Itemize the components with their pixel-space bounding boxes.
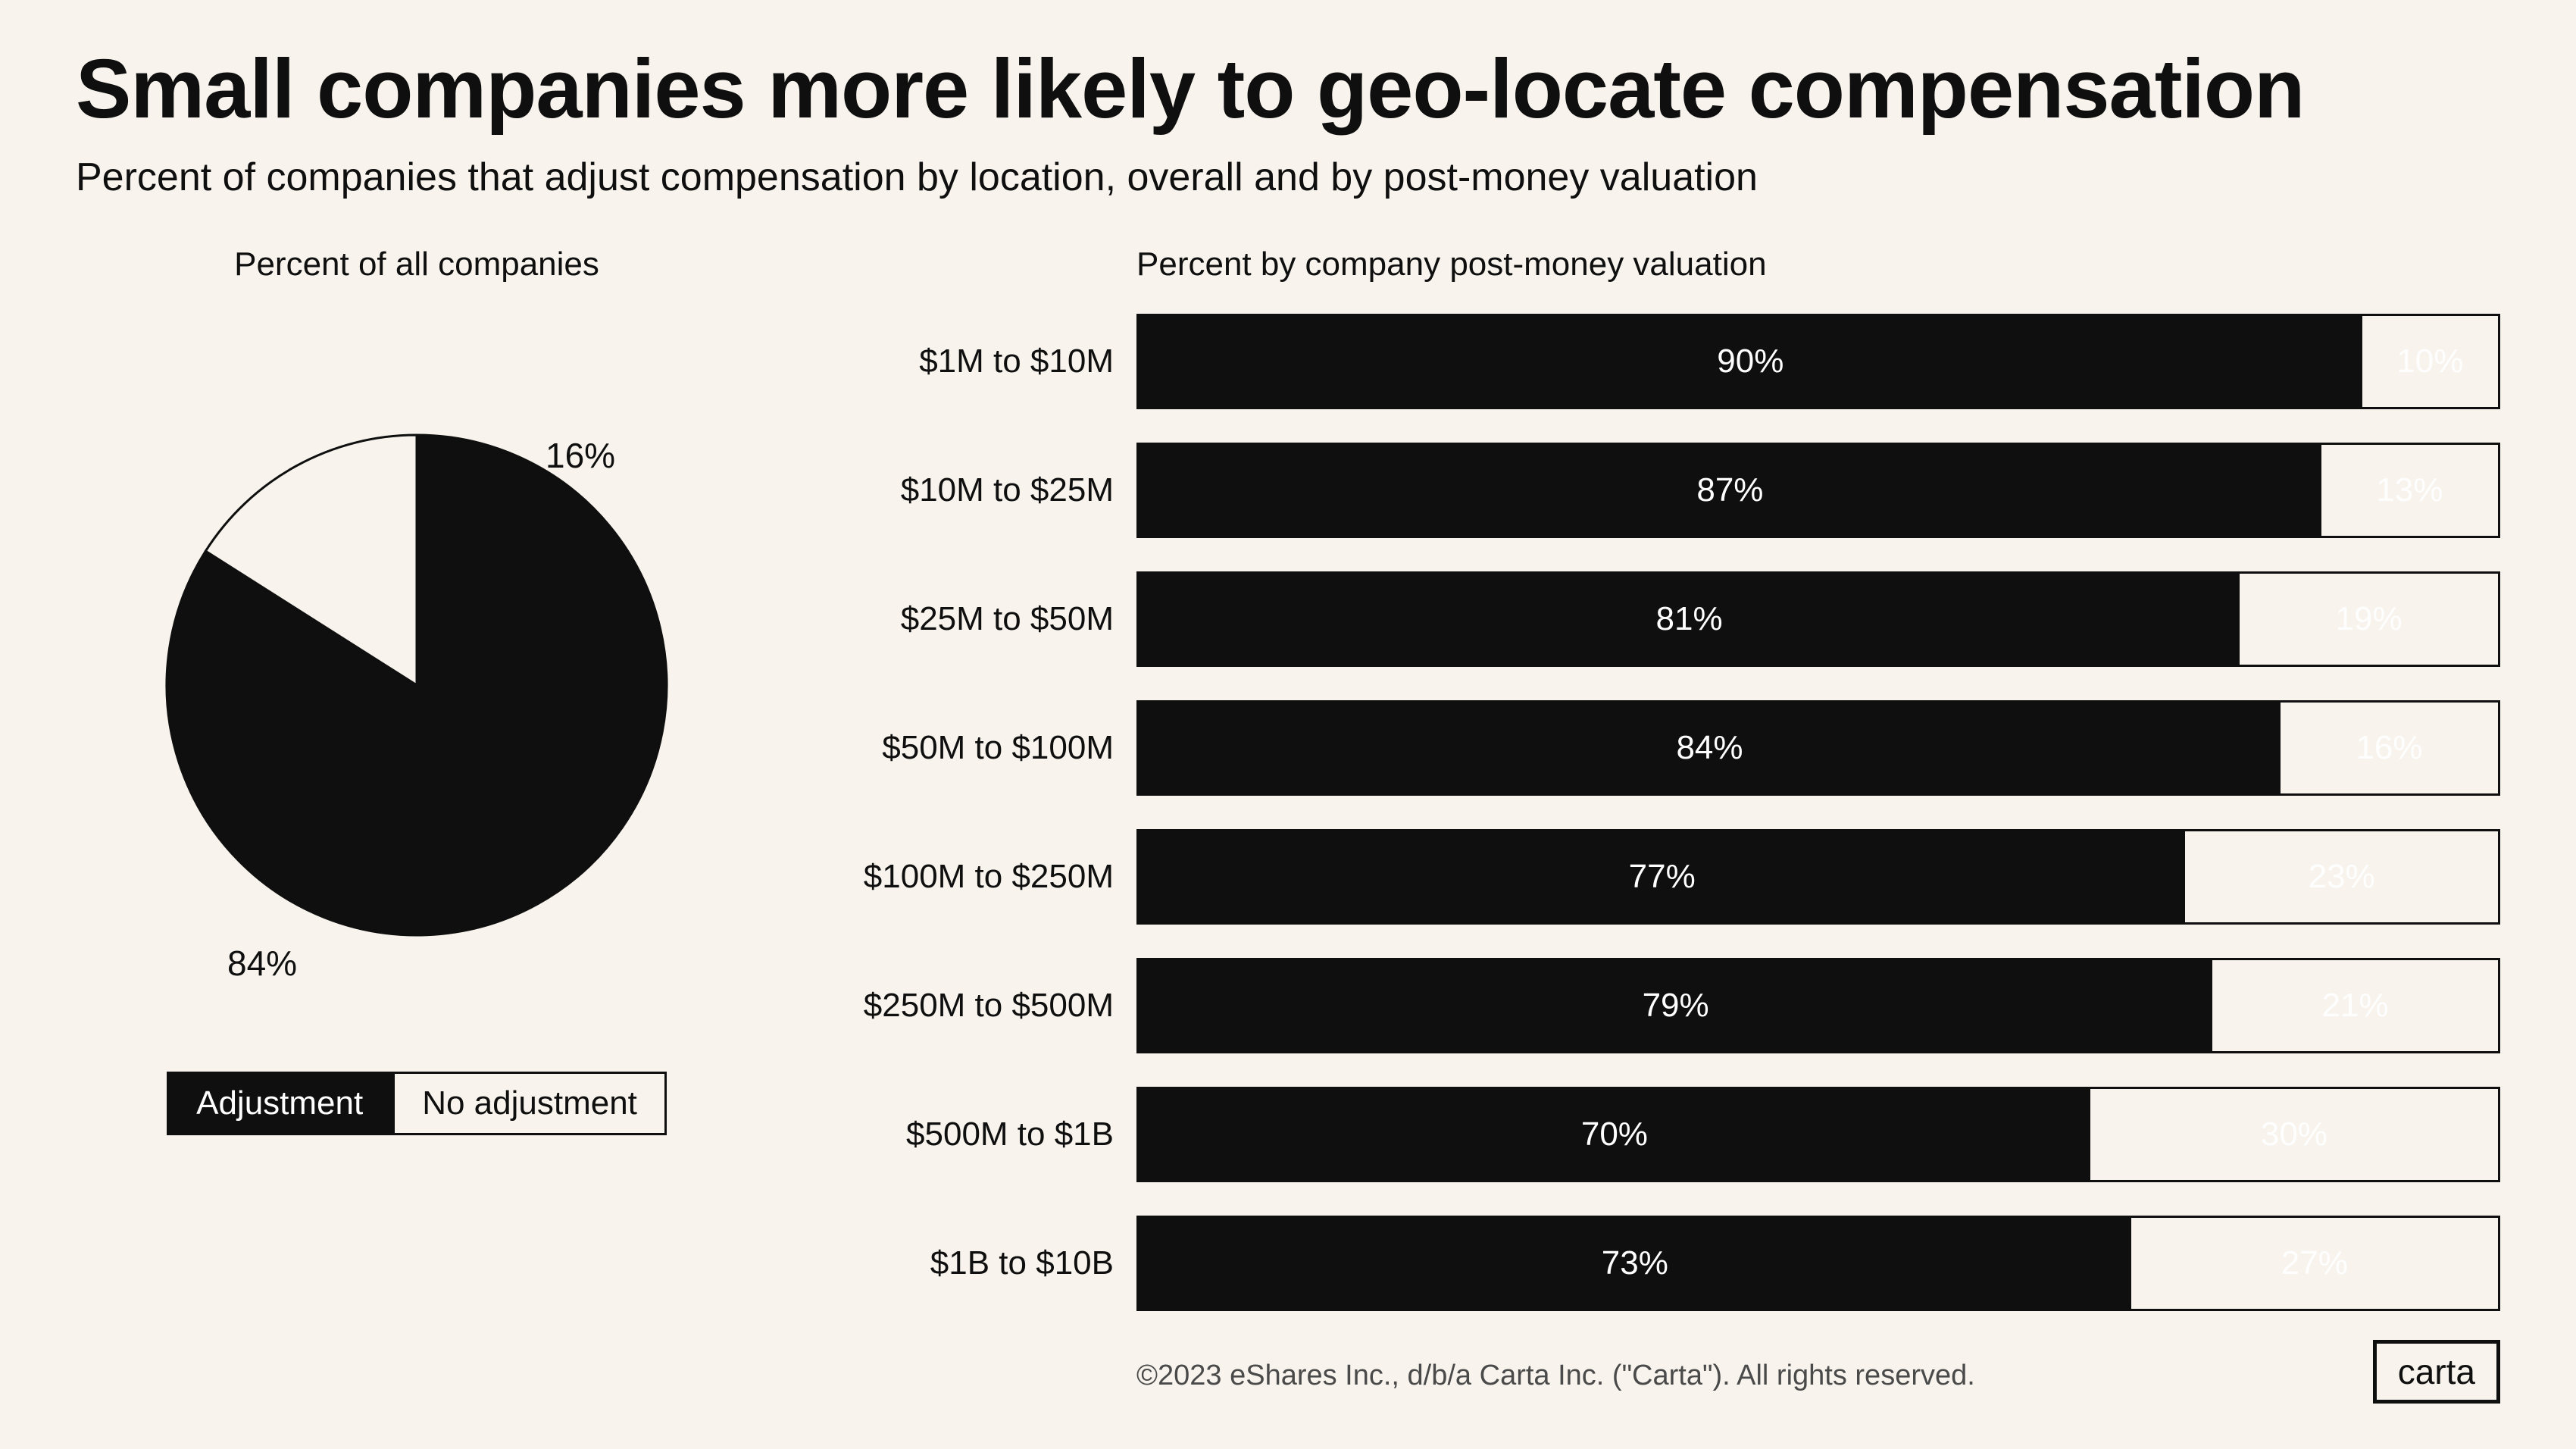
legend-item-no_adjustment: No adjustment <box>392 1072 667 1135</box>
bar-row: $10M to $25M87%13% <box>849 443 2500 538</box>
legend: AdjustmentNo adjustment <box>167 1072 667 1135</box>
bar-track: 84%16% <box>1136 700 2500 796</box>
bar-label: $50M to $100M <box>849 729 1136 767</box>
pie-label-no-adjustment: 16% <box>546 435 615 476</box>
bar-seg-adjustment: 70% <box>1139 1089 2090 1180</box>
bar-seg-no_adjustment: 16% <box>2281 703 2498 793</box>
bar-label: $1B to $10B <box>849 1244 1136 1282</box>
bar-seg-adjustment: 77% <box>1139 831 2185 922</box>
charts-container: Percent of all companies 84% 16% Adjustm… <box>76 246 2500 1392</box>
bar-track: 87%13% <box>1136 443 2500 538</box>
bar-seg-adjustment: 90% <box>1139 316 2362 407</box>
pie-label-adjustment: 84% <box>227 943 297 984</box>
pie-column: Percent of all companies 84% 16% Adjustm… <box>76 246 758 1135</box>
bar-track: 70%30% <box>1136 1087 2500 1182</box>
bar-label: $25M to $50M <box>849 600 1136 638</box>
footnote: ©2023 eShares Inc., d/b/a Carta Inc. ("C… <box>1136 1360 2500 1392</box>
pie-chart <box>152 420 682 950</box>
bar-label: $10M to $25M <box>849 471 1136 509</box>
bar-seg-no_adjustment: 13% <box>2321 445 2498 536</box>
legend-item-adjustment: Adjustment <box>167 1072 392 1135</box>
bar-seg-no_adjustment: 23% <box>2185 831 2498 922</box>
bar-track: 79%21% <box>1136 958 2500 1053</box>
bar-label: $100M to $250M <box>849 858 1136 896</box>
bar-track: 81%19% <box>1136 571 2500 667</box>
bar-seg-adjustment: 73% <box>1139 1218 2131 1309</box>
bar-row: $250M to $500M79%21% <box>849 958 2500 1053</box>
bar-seg-no_adjustment: 30% <box>2090 1089 2498 1180</box>
bar-row: $1B to $10B73%27% <box>849 1216 2500 1311</box>
bar-seg-no_adjustment: 21% <box>2212 960 2498 1051</box>
bar-label: $1M to $10M <box>849 343 1136 380</box>
bars-title: Percent by company post-money valuation <box>1136 246 2500 283</box>
bar-seg-no_adjustment: 10% <box>2362 316 2498 407</box>
bars-list: $1M to $10M90%10% $10M to $25M87%13% $25M … <box>849 314 2500 1344</box>
bar-seg-adjustment: 79% <box>1139 960 2212 1051</box>
bar-track: 90%10% <box>1136 314 2500 409</box>
bar-track: 77%23% <box>1136 829 2500 925</box>
bar-seg-no_adjustment: 19% <box>2240 574 2498 665</box>
chart-page: Small companies more likely to geo-locat… <box>0 0 2576 1449</box>
bar-seg-adjustment: 84% <box>1139 703 2281 793</box>
bar-seg-adjustment: 87% <box>1139 445 2321 536</box>
bar-label: $250M to $500M <box>849 987 1136 1025</box>
bar-row: $50M to $100M84%16% <box>849 700 2500 796</box>
bar-track: 73%27% <box>1136 1216 2500 1311</box>
page-subtitle: Percent of companies that adjust compens… <box>76 155 2500 200</box>
bar-seg-adjustment: 81% <box>1139 574 2240 665</box>
brand-logo: carta <box>2373 1340 2500 1404</box>
bar-row: $500M to $1B70%30% <box>849 1087 2500 1182</box>
page-title: Small companies more likely to geo-locat… <box>76 45 2500 133</box>
bar-row: $100M to $250M77%23% <box>849 829 2500 925</box>
bar-label: $500M to $1B <box>849 1116 1136 1153</box>
bar-row: $25M to $50M81%19% <box>849 571 2500 667</box>
pie-title: Percent of all companies <box>234 246 599 283</box>
bar-row: $1M to $10M90%10% <box>849 314 2500 409</box>
pie-wrap: 84% 16% <box>152 420 682 950</box>
bars-column: Percent by company post-money valuation … <box>849 246 2500 1392</box>
bar-seg-no_adjustment: 27% <box>2131 1218 2498 1309</box>
